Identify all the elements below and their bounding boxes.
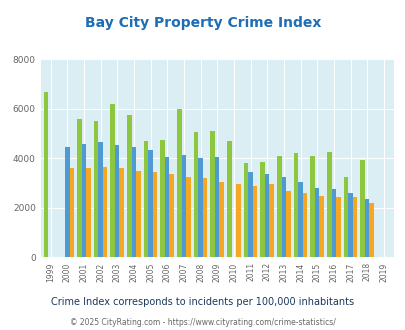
Bar (236, 184, 240, 257)
Bar (302, 193, 307, 257)
Bar (286, 191, 290, 257)
Bar (198, 158, 202, 257)
Bar (281, 177, 286, 257)
Bar (181, 155, 185, 257)
Bar (177, 109, 181, 257)
Bar (77, 119, 81, 257)
Bar (269, 184, 273, 257)
Bar (352, 197, 356, 257)
Bar (364, 199, 369, 257)
Bar (226, 141, 231, 257)
Bar (326, 152, 331, 257)
Bar (136, 171, 140, 257)
Bar (81, 144, 86, 257)
Bar (293, 153, 298, 257)
Bar (193, 132, 198, 257)
Bar (164, 157, 169, 257)
Bar (210, 131, 214, 257)
Bar (94, 121, 98, 257)
Bar (260, 162, 264, 257)
Bar (252, 185, 257, 257)
Bar (277, 156, 281, 257)
Text: Crime Index corresponds to incidents per 100,000 inhabitants: Crime Index corresponds to incidents per… (51, 297, 354, 307)
Bar (214, 157, 219, 257)
Bar (343, 177, 347, 257)
Bar (169, 175, 174, 257)
Bar (98, 142, 102, 257)
Bar (143, 141, 148, 257)
Bar (331, 189, 335, 257)
Bar (69, 168, 74, 257)
Bar (131, 147, 136, 257)
Bar (314, 188, 319, 257)
Bar (127, 115, 131, 257)
Bar (119, 168, 124, 257)
Bar (102, 167, 107, 257)
Bar (148, 150, 152, 257)
Bar (347, 193, 352, 257)
Bar (248, 172, 252, 257)
Bar (65, 147, 69, 257)
Bar (86, 168, 90, 257)
Bar (185, 177, 190, 257)
Bar (360, 160, 364, 257)
Bar (110, 104, 115, 257)
Bar (310, 156, 314, 257)
Text: © 2025 CityRating.com - https://www.cityrating.com/crime-statistics/: © 2025 CityRating.com - https://www.city… (70, 318, 335, 327)
Bar (298, 182, 302, 257)
Bar (219, 182, 224, 257)
Bar (264, 175, 269, 257)
Bar (152, 172, 157, 257)
Bar (369, 203, 373, 257)
Bar (202, 178, 207, 257)
Bar (44, 92, 48, 257)
Bar (335, 197, 340, 257)
Bar (243, 163, 248, 257)
Bar (160, 140, 164, 257)
Bar (115, 145, 119, 257)
Text: Bay City Property Crime Index: Bay City Property Crime Index (85, 16, 320, 30)
Bar (319, 195, 323, 257)
